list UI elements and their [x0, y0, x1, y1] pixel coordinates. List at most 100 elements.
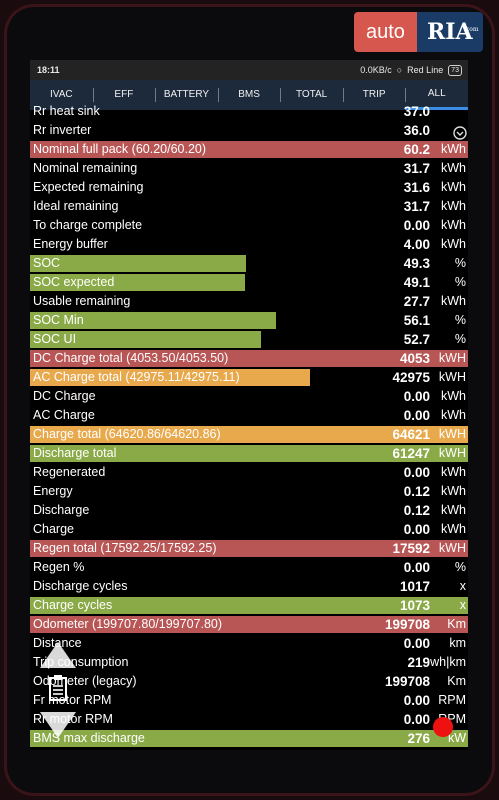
row-label: Energy buffer	[33, 237, 108, 251]
data-row: Discharge total 61247 kWH	[30, 444, 468, 463]
row-unit: kWh	[441, 294, 466, 308]
record-button[interactable]	[433, 717, 453, 737]
row-value: 0.00	[403, 218, 430, 233]
row-progress-bar	[30, 426, 468, 443]
app-screen: 18:11 0.0KB/c ○ Red Line 73 IVAC EFF BAT…	[30, 60, 468, 750]
data-row: Nominal full pack (60.20/60.20) 60.2 kWh	[30, 140, 468, 159]
row-label: AC Charge total (42975.11/42975.11)	[33, 370, 240, 384]
row-value: 0.00	[403, 636, 430, 651]
row-progress-bar	[30, 730, 468, 747]
row-value: 49.3	[403, 256, 430, 271]
row-value: 0.00	[403, 560, 430, 575]
tab-total[interactable]: TOTAL	[280, 80, 343, 110]
row-unit: kWh	[441, 199, 466, 213]
row-unit: wh|km	[430, 655, 466, 669]
row-label: Regen %	[33, 560, 85, 574]
row-label: Discharge total	[33, 446, 117, 460]
data-row: Charge 0.00 kWh	[30, 520, 468, 539]
tab-battery[interactable]: BATTERY	[155, 80, 218, 110]
row-value: 0.00	[403, 389, 430, 404]
data-row: Regen % 0.00%	[30, 558, 468, 577]
scroll-up-icon[interactable]	[38, 640, 78, 670]
watermark-badge: auto RIA .com	[354, 12, 499, 52]
row-unit: %	[454, 560, 466, 574]
battery-icon: 73	[448, 64, 462, 76]
data-row: Charge cycles 1073 x	[30, 596, 468, 615]
operator-name: Red Line	[407, 65, 444, 75]
watermark-suffix: .com	[464, 26, 479, 33]
tab-bms[interactable]: BMS	[217, 80, 281, 110]
data-row: Rr inverter 36.0	[30, 121, 468, 140]
row-label: SOC	[33, 256, 61, 270]
row-unit: x	[459, 579, 466, 593]
tab-trip[interactable]: TRIP	[342, 80, 406, 110]
row-label: SOC Min	[33, 313, 84, 327]
data-row: AC Charge total (42975.11/42975.11) 42975…	[30, 368, 468, 387]
row-unit: kWh	[441, 503, 466, 517]
row-progress-bar	[30, 141, 468, 158]
row-value: 52.7	[403, 332, 430, 347]
row-unit: %	[454, 313, 466, 327]
data-row: Regen total (17592.25/17592.25) 17592 kWH	[30, 539, 468, 558]
row-unit: %	[454, 256, 466, 270]
row-unit: kWH	[438, 427, 466, 441]
row-label: Rr inverter	[33, 123, 92, 137]
row-value: 17592	[392, 541, 430, 556]
row-label: Nominal full pack (60.20/60.20)	[33, 142, 207, 156]
data-row: Odometer (legacy) 199708 Km	[30, 672, 468, 691]
data-row: Ideal remaining 31.7 kWh	[30, 197, 468, 216]
clipboard-icon[interactable]	[44, 674, 72, 704]
chevron-down-circle-icon[interactable]	[453, 126, 467, 140]
data-row: DC Charge total (4053.50/4053.50) 4053 kWH	[30, 349, 468, 368]
row-unit: kWh	[441, 142, 466, 156]
row-progress-bar	[30, 597, 468, 614]
scroll-down-icon[interactable]	[38, 710, 78, 740]
tab-eff[interactable]: EFF	[92, 80, 156, 110]
data-row: AC Charge 0.00 kWh	[30, 406, 468, 425]
data-row: SOC expected 49.1%	[30, 273, 468, 292]
data-row: BMS max discharge 276 kW	[30, 729, 468, 748]
row-unit: kWh	[441, 484, 466, 498]
row-value: 0.00	[403, 712, 430, 727]
row-value: 0.00	[403, 408, 430, 423]
watermark-ria-label: RIA	[426, 19, 473, 45]
row-label: DC Charge total (4053.50/4053.50)	[33, 351, 229, 365]
row-value: 276	[407, 731, 430, 746]
row-label: To charge complete	[33, 218, 143, 232]
row-unit: kWH	[438, 446, 466, 460]
row-value: 0.00	[403, 465, 430, 480]
data-list: Rr heat sink 37.0 Rr inverter 36.0 Nominal f…	[30, 102, 468, 748]
data-row: Charge total (64620.86/64620.86) 64621 kWH	[30, 425, 468, 444]
row-value: 4.00	[403, 237, 430, 252]
row-unit: kWh	[441, 389, 466, 403]
tab-all[interactable]: ALL	[405, 80, 468, 110]
row-value: 64621	[392, 427, 430, 442]
status-bar: 18:11 0.0KB/c ○ Red Line 73	[30, 60, 468, 80]
row-label: Charge cycles	[33, 598, 113, 612]
row-progress-bar	[30, 255, 246, 272]
data-row: Expected remaining 31.6 kWh	[30, 178, 468, 197]
row-value: 37.0	[403, 104, 430, 119]
row-value: 42975	[392, 370, 430, 385]
row-unit: kWH	[438, 370, 466, 384]
row-unit: kWh	[441, 465, 466, 479]
row-unit: kWh	[441, 161, 466, 175]
row-unit: %	[454, 275, 466, 289]
tab-ivac[interactable]: IVAC	[49, 89, 73, 100]
row-label: Odometer (199707.80/199707.80)	[33, 617, 223, 631]
data-row: DC Charge 0.00 kWh	[30, 387, 468, 406]
data-row: Usable remaining 27.7 kWh	[30, 292, 468, 311]
row-progress-bar	[30, 312, 276, 329]
row-unit: x	[459, 598, 466, 612]
row-label: Charge total (64620.86/64620.86)	[33, 427, 221, 441]
row-label: Rr heat sink	[33, 104, 100, 118]
row-progress-bar	[30, 540, 468, 557]
row-value: 60.2	[403, 142, 430, 157]
row-label: Usable remaining	[33, 294, 131, 308]
row-unit: kWh	[441, 237, 466, 251]
data-row: Rr heat sink 37.0	[30, 102, 468, 121]
row-label: Regen total (17592.25/17592.25)	[33, 541, 217, 555]
row-value: 31.7	[403, 161, 430, 176]
row-label: Nominal remaining	[33, 161, 138, 175]
row-unit: %	[454, 332, 466, 346]
